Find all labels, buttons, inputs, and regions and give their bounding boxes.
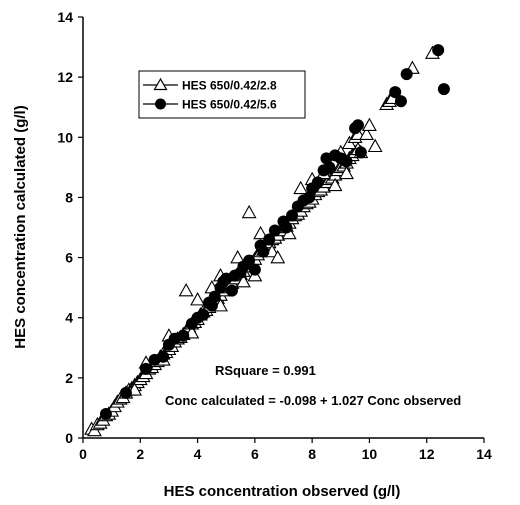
triangle-point [178,283,194,297]
y-tick-label: 10 [57,129,73,145]
y-axis-title: HES concentration calculated (g/l) [12,105,29,348]
y-tick-label: 2 [65,370,73,386]
circle-point [248,263,261,276]
circle-point [208,290,221,303]
series-2 [99,44,450,420]
triangle-point [327,177,343,192]
x-tick-label: 6 [251,446,259,462]
circle-point [268,224,281,237]
circle-point [303,191,316,204]
legend-box [138,70,306,119]
x-tick-label: 2 [136,446,144,462]
y-tick-label: 12 [57,69,73,85]
legend-marker-triangle [153,77,168,91]
triangle-point [293,180,309,195]
circle-point [286,209,299,222]
circle-point [99,407,112,420]
circle-point [437,83,450,96]
triangle-point [361,117,377,132]
circle-point [340,155,353,168]
y-tick-label: 14 [57,9,73,25]
x-tick-label: 8 [308,446,316,462]
legend-label-1: HES 650/0.42/2.8 [182,79,277,93]
triangle-point [230,249,246,264]
circle-point [148,353,161,366]
circle-point [257,245,270,258]
regression-equation: Conc calculated = -0.098 + 1.027 Conc ob… [165,393,461,408]
x-axis-title: HES concentration observed (g/l) [164,483,401,500]
rsquare-annotation: RSquare = 0.991 [215,363,316,378]
plot-area [82,17,484,439]
circle-point [323,161,336,174]
circle-point [162,338,175,351]
circle-point [400,68,413,81]
triangle-point [235,273,251,288]
data-points [84,44,450,437]
circle-point [280,221,293,234]
circle-point [140,362,153,375]
triangle-point [339,165,354,180]
circle-point [311,176,324,189]
triangle-point [241,204,257,219]
triangle-point [359,126,374,141]
triangle-point [367,138,383,153]
x-tick-label: 0 [79,446,87,462]
circle-point [177,329,190,342]
circle-point [243,254,256,267]
y-axis: 0 2 4 6 8 10 12 14 [57,9,83,446]
x-axis: 0 2 4 6 8 10 12 14 [79,438,492,462]
x-tick-label: 12 [419,446,435,462]
x-tick-label: 14 [476,446,492,462]
triangle-point [190,292,206,306]
legend: HES 650/0.42/2.8 HES 650/0.42/5.6 [138,70,306,119]
circle-point [225,284,238,297]
legend-marker-circle [155,98,166,110]
circle-point [197,308,210,321]
y-tick-label: 0 [65,430,73,446]
circle-point [389,86,402,99]
circle-point [432,44,445,57]
y-tick-label: 6 [65,250,73,266]
circle-point [354,146,367,159]
y-tick-label: 4 [65,310,73,326]
y-tick-label: 8 [65,189,73,205]
circle-point [119,386,132,399]
circle-point [205,299,218,312]
circle-point [263,233,276,246]
legend-label-2: HES 650/0.42/5.6 [182,98,277,112]
x-tick-label: 10 [362,446,378,462]
triangle-point [253,225,269,240]
x-tick-label: 4 [194,446,202,462]
circle-point [351,119,364,132]
circle-point [394,95,407,108]
triangle-point [270,249,286,264]
